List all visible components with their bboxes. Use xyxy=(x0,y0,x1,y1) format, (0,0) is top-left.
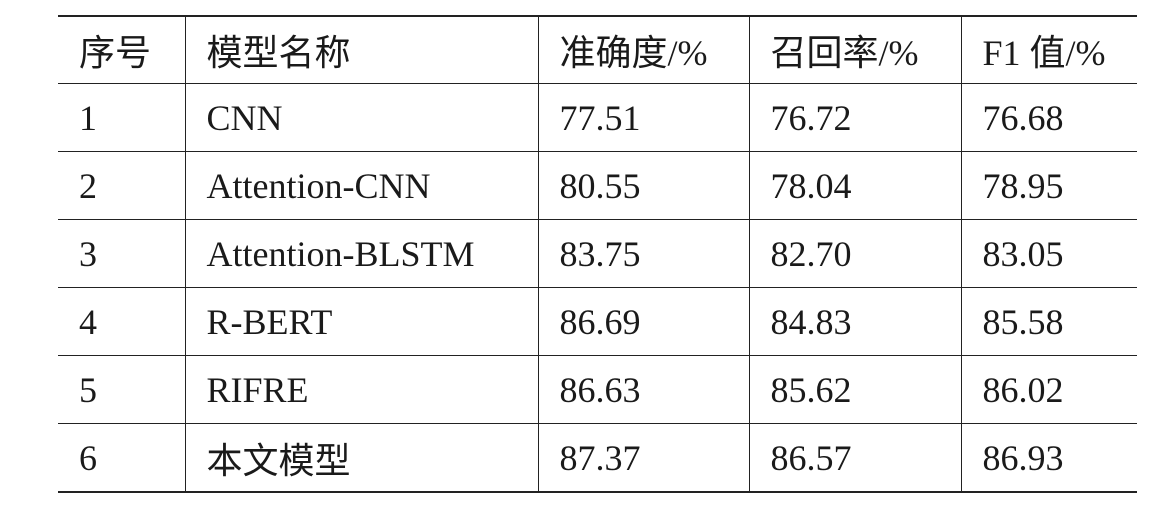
cell-accuracy: 77.51 xyxy=(537,83,749,152)
header-index: 序号 xyxy=(58,15,185,84)
cell-index: 2 xyxy=(58,151,185,220)
cell-index: 1 xyxy=(58,83,185,152)
cell-model-name: R-BERT xyxy=(184,287,538,356)
cell-recall: 86.57 xyxy=(748,423,961,493)
cell-accuracy: 87.37 xyxy=(537,423,749,493)
cell-model-name: Attention-CNN xyxy=(184,151,538,220)
cell-model-name: CNN xyxy=(184,83,538,152)
cell-model-name: RIFRE xyxy=(184,355,538,424)
results-table: 序号 模型名称 准确度/% 召回率/% F1 值/% 1 CNN 77.51 7… xyxy=(58,15,1137,493)
header-row: 序号 模型名称 准确度/% 召回率/% F1 值/% xyxy=(58,15,1137,84)
cell-f1: 85.58 xyxy=(960,287,1137,356)
cell-model-name: 本文模型 xyxy=(184,423,538,493)
table-row: 1 CNN 77.51 76.72 76.68 xyxy=(58,83,1137,152)
cell-accuracy: 83.75 xyxy=(537,219,749,288)
table-row: 5 RIFRE 86.63 85.62 86.02 xyxy=(58,355,1137,424)
header-recall: 召回率/% xyxy=(748,15,961,84)
cell-f1: 86.02 xyxy=(960,355,1137,424)
table-row: 6 本文模型 87.37 86.57 86.93 xyxy=(58,423,1137,493)
cell-index: 5 xyxy=(58,355,185,424)
cell-recall: 85.62 xyxy=(748,355,961,424)
cell-recall: 76.72 xyxy=(748,83,961,152)
cell-accuracy: 86.63 xyxy=(537,355,749,424)
cell-index: 4 xyxy=(58,287,185,356)
header-model-name: 模型名称 xyxy=(184,15,538,84)
cell-recall: 84.83 xyxy=(748,287,961,356)
cell-f1: 76.68 xyxy=(960,83,1137,152)
table-row: 2 Attention-CNN 80.55 78.04 78.95 xyxy=(58,151,1137,220)
table-row: 4 R-BERT 86.69 84.83 85.58 xyxy=(58,287,1137,356)
cell-index: 6 xyxy=(58,423,185,493)
cell-model-name: Attention-BLSTM xyxy=(184,219,538,288)
cell-accuracy: 80.55 xyxy=(537,151,749,220)
cell-index: 3 xyxy=(58,219,185,288)
cell-recall: 82.70 xyxy=(748,219,961,288)
table-row: 3 Attention-BLSTM 83.75 82.70 83.05 xyxy=(58,219,1137,288)
header-f1: F1 值/% xyxy=(960,15,1137,84)
cell-accuracy: 86.69 xyxy=(537,287,749,356)
cell-f1: 83.05 xyxy=(960,219,1137,288)
cell-f1: 86.93 xyxy=(960,423,1137,493)
cell-recall: 78.04 xyxy=(748,151,961,220)
cell-f1: 78.95 xyxy=(960,151,1137,220)
header-accuracy: 准确度/% xyxy=(537,15,749,84)
